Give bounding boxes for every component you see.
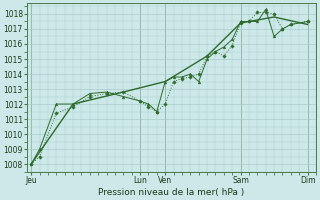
X-axis label: Pression niveau de la mer( hPa ): Pression niveau de la mer( hPa ) — [98, 188, 244, 197]
